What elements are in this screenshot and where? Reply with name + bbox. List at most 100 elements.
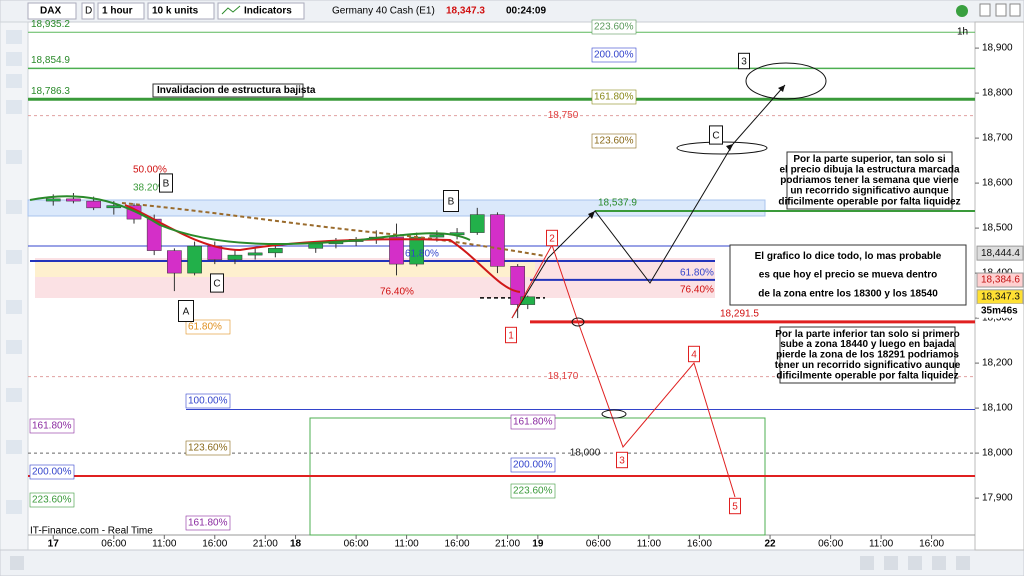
symbol[interactable]: DAX	[40, 6, 61, 17]
marker: B	[163, 179, 170, 190]
fib-label: 161.80%	[32, 421, 72, 432]
icon[interactable]	[860, 556, 874, 570]
marker-box	[178, 300, 194, 322]
note-line: podriamos tener la semana que viene	[780, 175, 959, 186]
y-tick-label: 18,200	[982, 358, 1013, 369]
tool[interactable]	[6, 200, 22, 214]
note-line: es que hoy el precio se mueva dentro	[759, 270, 937, 281]
tool[interactable]	[6, 340, 22, 354]
x-tick-label: 18	[290, 539, 302, 550]
candle-body	[247, 252, 263, 256]
timeframe[interactable]: 1 hour	[102, 6, 133, 17]
price-tag-label: 18,384.6	[981, 275, 1020, 286]
maximize-button[interactable]	[995, 3, 1007, 17]
x-tick-label: 11:00	[869, 539, 894, 550]
candle-body	[308, 243, 324, 249]
tool[interactable]	[6, 52, 22, 66]
last-price: 18,347.3	[446, 6, 485, 17]
units[interactable]: 10 k units	[152, 6, 199, 17]
units-box[interactable]	[147, 2, 215, 20]
note-line: dificilmente operable por falta liquidez	[776, 370, 958, 381]
period-box[interactable]	[81, 2, 95, 20]
icon[interactable]	[884, 556, 898, 570]
note-line: El grafico lo dice todo, lo mas probable	[755, 251, 942, 262]
tool[interactable]	[6, 74, 22, 88]
y-tick-label: 18,900	[982, 43, 1013, 54]
fib-label-box	[510, 483, 556, 499]
fib-label-box	[185, 393, 231, 409]
price-level-label: 18,854.9	[31, 55, 70, 66]
drawing-tools	[6, 30, 22, 514]
refresh-button[interactable]	[956, 5, 968, 17]
marker-box	[729, 497, 741, 515]
candle-body	[66, 198, 81, 202]
note-line: sube a zona 18440 y luego en bajada	[780, 339, 955, 350]
x-tick-label: 21:00	[495, 539, 520, 550]
moving-average	[29, 195, 471, 246]
instrument: Germany 40 Cash (E1)	[332, 6, 435, 17]
icon[interactable]	[908, 556, 922, 570]
candle-body	[520, 296, 536, 305]
icon[interactable]	[10, 556, 24, 570]
x-tick-label: 16:00	[919, 539, 944, 550]
y-tick-label: 18,000	[982, 448, 1013, 459]
fib-label-box	[185, 440, 231, 456]
icon[interactable]	[956, 556, 970, 570]
y-tick-label: 18,700	[982, 133, 1013, 144]
price-tag-label: 18,347.3	[981, 291, 1020, 302]
fib-label: 76.40%	[680, 285, 714, 296]
fib-label: 161.80%	[513, 417, 553, 428]
fib-label: 223.60%	[594, 22, 634, 33]
symbol-box[interactable]	[27, 2, 77, 20]
x-tick-label: 11:00	[152, 539, 177, 550]
tool[interactable]	[6, 440, 22, 454]
minimize-button[interactable]	[979, 3, 991, 17]
tool[interactable]	[6, 150, 22, 164]
fib-label: 123.60%	[188, 443, 228, 454]
marker: 4	[691, 350, 697, 361]
note-box	[729, 244, 967, 306]
note-line: Invalidacion de estructura bajista	[157, 85, 316, 96]
fib-label-box	[29, 418, 75, 434]
marker-box	[709, 125, 723, 145]
arrow-head	[726, 144, 733, 151]
arrow-head	[778, 85, 785, 92]
tool[interactable]	[6, 388, 22, 402]
candle-body	[510, 266, 525, 305]
fib-label: 161.80%	[594, 92, 634, 103]
tool[interactable]	[6, 30, 22, 44]
x-tick-label: 16:00	[687, 539, 712, 550]
candle-body	[86, 200, 101, 209]
fib-label-box	[591, 89, 637, 105]
candle-body	[389, 236, 404, 265]
marker-box	[210, 273, 224, 293]
period-code[interactable]: D	[85, 6, 92, 17]
price-level-label: 18,000	[570, 448, 601, 459]
x-tick-label: 16:00	[445, 539, 470, 550]
x-tick-label: 22	[764, 539, 776, 550]
target-ellipse	[601, 409, 627, 419]
toolbar-controls: DAX D 1 hour 10 k units Indicators Germa…	[27, 2, 1021, 20]
indicators[interactable]: Indicators	[244, 6, 292, 17]
fib-label: 161.80%	[188, 518, 228, 529]
tool[interactable]	[6, 500, 22, 514]
price-level-label: 18,750	[548, 110, 579, 121]
candle-body	[227, 254, 243, 260]
bullish-path	[732, 84, 786, 145]
fib-label-box	[185, 319, 231, 335]
note-line: Por la parte superior, tan solo si	[793, 154, 945, 165]
price-level-label: 18,786.3	[31, 86, 70, 97]
x-tick-label: 16:00	[202, 539, 227, 550]
tool[interactable]	[6, 250, 22, 264]
tool[interactable]	[6, 300, 22, 314]
arrow-head	[588, 211, 595, 219]
axes: 17,90018,00018,10018,20018,30018,40018,5…	[48, 43, 1024, 550]
tool[interactable]	[6, 100, 22, 114]
close-button[interactable]	[1009, 3, 1021, 17]
timeframe-box[interactable]	[97, 2, 145, 20]
note-line: de la zona entre los 18300 y los 18540	[758, 288, 938, 299]
marker-box	[159, 173, 173, 193]
candle-body	[167, 250, 182, 274]
target-ellipse	[571, 317, 585, 327]
icon[interactable]	[932, 556, 946, 570]
